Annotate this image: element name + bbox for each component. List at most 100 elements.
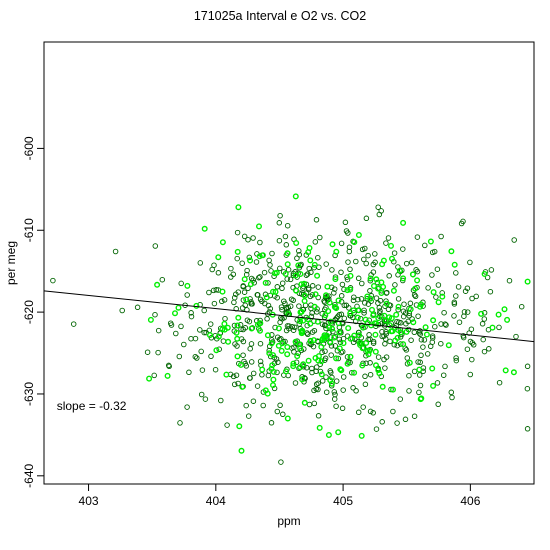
- data-point: [351, 294, 357, 300]
- data-point: [340, 387, 346, 393]
- data-point: [417, 303, 424, 310]
- data-point: [213, 347, 220, 354]
- data-point: [222, 315, 228, 322]
- data-point: [353, 388, 359, 394]
- data-point: [260, 402, 266, 409]
- data-point: [276, 220, 283, 226]
- data-point: [504, 316, 511, 323]
- data-point: [331, 396, 338, 402]
- data-point: [228, 265, 234, 272]
- data-point: [259, 372, 265, 378]
- data-point: [488, 267, 495, 273]
- data-point: [168, 322, 175, 328]
- data-point: [335, 355, 342, 362]
- data-point: [416, 372, 423, 378]
- data-point: [356, 339, 363, 346]
- data-point: [246, 318, 253, 325]
- data-point: [344, 276, 351, 283]
- data-point: [469, 356, 475, 363]
- data-point: [134, 304, 141, 311]
- data-point: [290, 284, 296, 291]
- data-point: [417, 382, 424, 389]
- data-point: [423, 331, 430, 338]
- data-point: [224, 324, 231, 331]
- data-point: [467, 371, 474, 378]
- data-point: [282, 300, 288, 307]
- data-point: [152, 311, 158, 318]
- data-point: [435, 282, 442, 288]
- data-point: [322, 348, 328, 354]
- data-point: [422, 324, 429, 331]
- data-point: [386, 322, 393, 329]
- data-point: [496, 324, 502, 331]
- data-point: [351, 332, 358, 339]
- data-point: [301, 298, 308, 305]
- data-point: [335, 297, 342, 304]
- data-point: [365, 351, 372, 358]
- data-point: [441, 309, 447, 316]
- data-point: [285, 266, 292, 273]
- data-point: [396, 267, 403, 274]
- data-point: [338, 311, 345, 318]
- data-point: [265, 280, 271, 286]
- data-point: [425, 285, 431, 291]
- data-point: [313, 217, 320, 223]
- data-point: [275, 325, 282, 332]
- data-point: [347, 335, 354, 342]
- data-point: [277, 265, 283, 272]
- data-point: [323, 292, 330, 299]
- data-point: [197, 260, 204, 266]
- data-point: [268, 340, 275, 347]
- data-point: [400, 341, 407, 348]
- data-point: [297, 364, 304, 371]
- data-point: [438, 340, 444, 347]
- data-point: [297, 318, 304, 325]
- data-point: [323, 389, 330, 395]
- data-point: [375, 315, 382, 322]
- data-points: [50, 193, 531, 465]
- x-axis: 403 404 405 406: [79, 484, 481, 508]
- data-point: [422, 242, 428, 249]
- data-point: [218, 397, 224, 404]
- data-point: [430, 382, 437, 389]
- data-point: [265, 372, 272, 379]
- data-point: [327, 377, 334, 384]
- data-point: [411, 292, 418, 298]
- data-point: [373, 426, 380, 432]
- data-point: [250, 235, 256, 241]
- data-point: [489, 324, 496, 331]
- data-point: [415, 313, 421, 319]
- data-point: [240, 326, 246, 333]
- data-point: [339, 319, 346, 326]
- regression-line: [43, 290, 535, 343]
- data-point: [263, 294, 270, 301]
- data-point: [284, 222, 291, 229]
- data-point: [390, 408, 396, 415]
- data-point: [327, 339, 334, 346]
- data-point: [388, 242, 395, 249]
- data-point: [338, 293, 345, 299]
- data-point: [266, 347, 272, 354]
- data-point: [164, 372, 171, 379]
- data-point: [146, 375, 153, 382]
- data-point: [301, 280, 308, 287]
- data-point: [429, 339, 436, 345]
- data-point: [401, 301, 407, 307]
- chart-title: 171025a Interval e O2 vs. CO2: [194, 9, 366, 23]
- data-point: [363, 215, 370, 222]
- data-point: [219, 298, 225, 305]
- data-point: [293, 359, 300, 365]
- data-point: [412, 293, 419, 300]
- data-point: [383, 298, 389, 304]
- data-point: [224, 422, 230, 428]
- data-point: [392, 337, 399, 344]
- data-point: [412, 285, 419, 292]
- data-point: [176, 353, 183, 360]
- data-point: [257, 274, 263, 280]
- data-point: [206, 289, 212, 296]
- data-point: [409, 259, 415, 266]
- data-point: [305, 249, 312, 256]
- data-point: [306, 401, 313, 408]
- data-point: [460, 334, 467, 341]
- data-point: [347, 272, 354, 279]
